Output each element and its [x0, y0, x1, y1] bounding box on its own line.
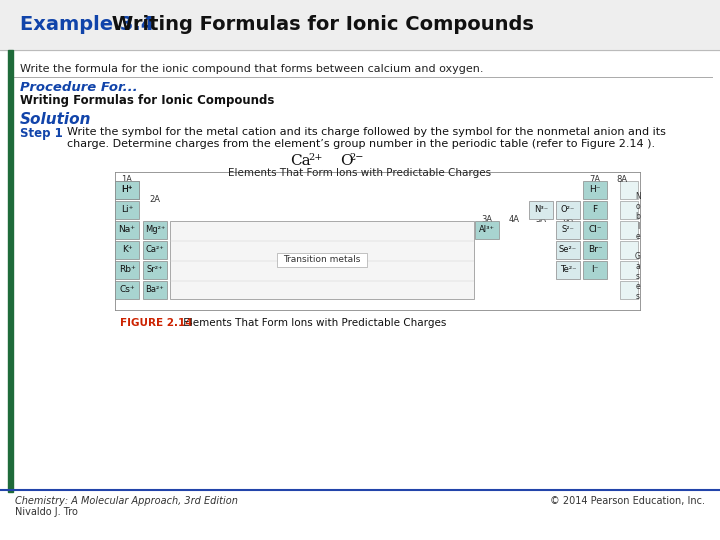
Text: F: F [593, 206, 598, 214]
Text: H⁺: H⁺ [121, 186, 132, 194]
Text: 2+: 2+ [308, 153, 323, 162]
Bar [0, 0, 720, 50]
Text: 4A: 4A [508, 214, 520, 224]
Text: o: o [636, 202, 640, 211]
Bar [277, 253, 367, 267]
Text: Mg²⁺: Mg²⁺ [145, 226, 165, 234]
Text: Li⁺: Li⁺ [121, 206, 133, 214]
Text: Al³⁺: Al³⁺ [479, 226, 495, 234]
Text: 5A: 5A [536, 214, 546, 224]
Text: e: e [636, 232, 640, 241]
Bar [115, 221, 139, 239]
Bar [170, 221, 474, 299]
Text: Cl⁻: Cl⁻ [588, 226, 602, 234]
Text: Procedure For...: Procedure For... [20, 81, 138, 94]
Bar [115, 181, 139, 199]
Bar [143, 241, 167, 259]
Bar [620, 261, 638, 279]
Text: 7A: 7A [590, 174, 600, 184]
Bar [143, 261, 167, 279]
Text: Se²⁻: Se²⁻ [559, 246, 577, 254]
Text: Sr²⁺: Sr²⁺ [147, 266, 163, 274]
Text: Cs⁺: Cs⁺ [120, 286, 135, 294]
Bar [115, 281, 139, 299]
Bar [583, 261, 607, 279]
Text: Ba²⁺: Ba²⁺ [145, 286, 164, 294]
Text: FIGURE 2.14: FIGURE 2.14 [120, 318, 193, 328]
Bar [529, 201, 553, 219]
Text: G: G [635, 252, 641, 261]
Bar [620, 281, 638, 299]
Text: Elements That Form Ions with Predictable Charges: Elements That Form Ions with Predictable… [228, 168, 492, 178]
Text: Rb⁺: Rb⁺ [119, 266, 135, 274]
Text: H⁺: H⁺ [121, 186, 132, 194]
Text: 8A: 8A [616, 174, 628, 184]
Bar [115, 201, 139, 219]
Text: O²⁻: O²⁻ [561, 206, 575, 214]
Text: e: e [636, 282, 640, 291]
Text: 6A: 6A [562, 214, 574, 224]
Text: Ca²⁺: Ca²⁺ [145, 246, 164, 254]
Bar [115, 241, 139, 259]
Bar [583, 241, 607, 259]
Text: s: s [636, 272, 640, 281]
Text: H⁻: H⁻ [589, 186, 600, 194]
Text: N: N [635, 192, 641, 201]
Text: S²⁻: S²⁻ [562, 226, 575, 234]
Text: Example 3.4: Example 3.4 [20, 16, 154, 35]
Bar [475, 221, 499, 239]
Text: Nivaldo J. Tro: Nivaldo J. Tro [15, 507, 78, 517]
Text: 2A: 2A [150, 194, 161, 204]
Bar [620, 181, 638, 199]
Text: Ca: Ca [290, 154, 310, 168]
Text: l: l [637, 222, 639, 231]
Text: Write the formula for the ionic compound that forms between calcium and oxygen.: Write the formula for the ionic compound… [20, 64, 484, 74]
Text: Elements That Form Ions with Predictable Charges: Elements That Form Ions with Predictable… [180, 318, 446, 328]
Text: K⁺: K⁺ [122, 246, 132, 254]
Text: Br⁻: Br⁻ [588, 246, 603, 254]
Bar [620, 241, 638, 259]
Text: 2−: 2− [349, 153, 364, 162]
Bar [143, 221, 167, 239]
Text: charge. Determine charges from the element’s group number in the periodic table : charge. Determine charges from the eleme… [67, 139, 655, 149]
Text: Na⁺: Na⁺ [119, 226, 135, 234]
Bar [583, 181, 607, 199]
Text: b: b [636, 212, 640, 221]
Text: N³⁻: N³⁻ [534, 206, 548, 214]
Bar [115, 261, 139, 279]
Text: Te²⁻: Te²⁻ [559, 266, 576, 274]
Text: 1A: 1A [122, 174, 132, 184]
Bar [556, 221, 580, 239]
Text: s: s [636, 292, 640, 301]
Bar [8, 50, 13, 492]
Text: a: a [636, 262, 640, 271]
Text: Transition metals: Transition metals [283, 255, 361, 265]
Bar [620, 221, 638, 239]
Bar [115, 181, 139, 199]
Text: Writing Formulas for Ionic Compounds: Writing Formulas for Ionic Compounds [20, 94, 274, 107]
Bar [620, 201, 638, 219]
Bar [583, 201, 607, 219]
Bar [143, 281, 167, 299]
Text: I⁻: I⁻ [591, 266, 599, 274]
Text: Chemistry: A Molecular Approach, 3rd Edition: Chemistry: A Molecular Approach, 3rd Edi… [15, 496, 238, 506]
Bar [583, 221, 607, 239]
Text: Step 1: Step 1 [20, 127, 63, 140]
Text: Solution: Solution [20, 112, 91, 127]
Bar [556, 241, 580, 259]
Bar [556, 261, 580, 279]
Bar [556, 201, 580, 219]
Text: Writing Formulas for Ionic Compounds: Writing Formulas for Ionic Compounds [105, 16, 534, 35]
Text: © 2014 Pearson Education, Inc.: © 2014 Pearson Education, Inc. [550, 496, 705, 506]
Text: Write the symbol for the metal cation and its charge followed by the symbol for : Write the symbol for the metal cation an… [67, 127, 666, 137]
Text: O: O [340, 154, 353, 168]
Text: 3A: 3A [482, 214, 492, 224]
